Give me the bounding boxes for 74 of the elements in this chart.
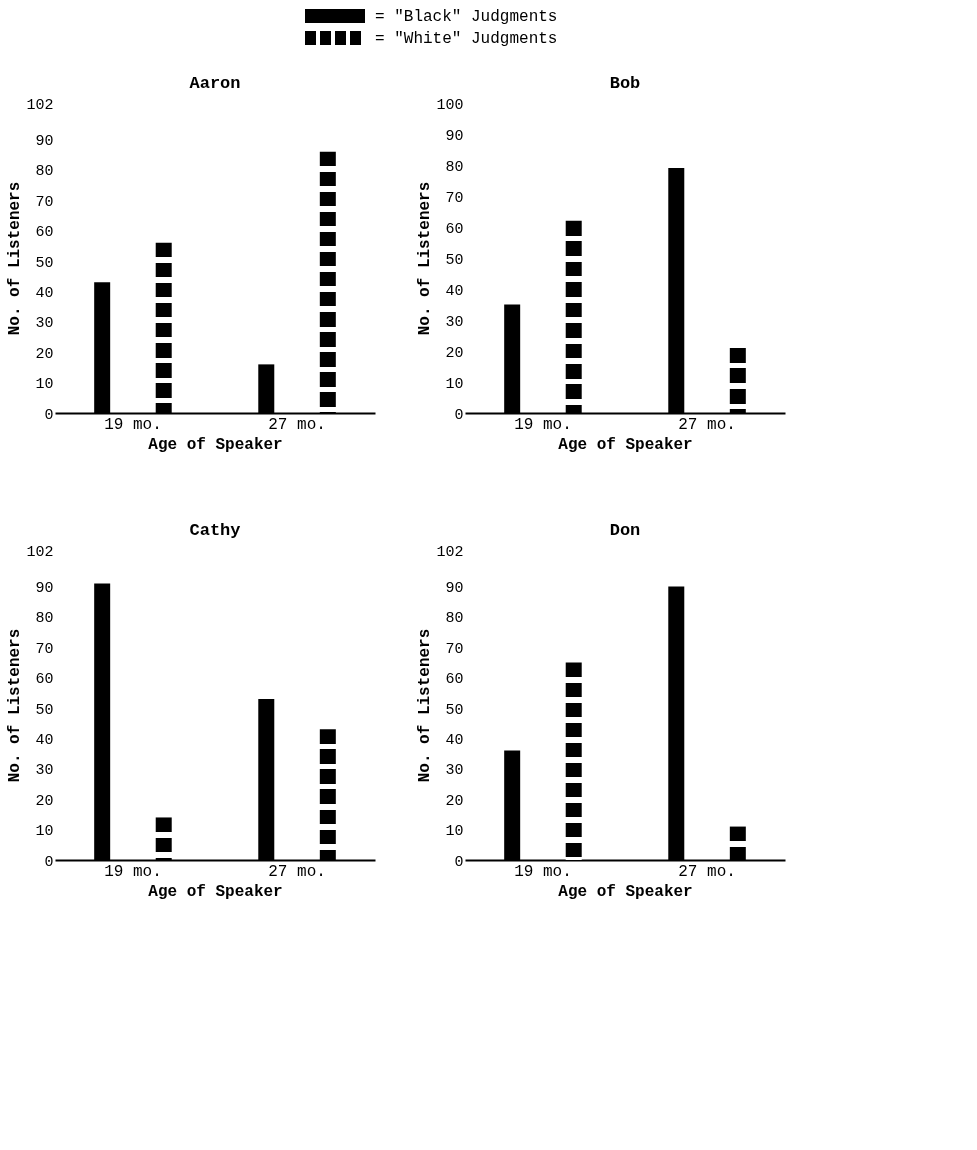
y-tick-label: 40 (445, 282, 464, 300)
y-tick-label: 80 (445, 610, 464, 628)
y-tick-label: 60 (35, 224, 54, 242)
y-tick-label: 0 (454, 406, 464, 424)
y-tick-label: 10 (445, 823, 464, 841)
y-tick-label: 90 (445, 579, 464, 597)
y-axis-title: No. of Listeners (6, 628, 25, 783)
x-axis-title: Age of Speaker (148, 882, 283, 901)
bar (319, 729, 336, 860)
x-tick-label: 27 mo. (678, 415, 736, 434)
y-tick-label: 10 (35, 376, 54, 394)
y-tick-label: 70 (35, 640, 54, 658)
y-tick-label: 30 (445, 762, 464, 780)
y-tick-label: 50 (445, 251, 464, 269)
y-tick-label: 60 (445, 220, 464, 238)
x-tick-label: 19 mo. (514, 862, 572, 881)
x-tick-label: 27 mo. (678, 862, 736, 881)
bar (319, 151, 336, 413)
y-tick-label: 70 (35, 193, 54, 211)
y-tick-label: 102 (26, 543, 54, 561)
y-tick-label: 50 (445, 701, 464, 719)
x-axis-title: Age of Speaker (558, 435, 693, 454)
bar (729, 826, 746, 860)
y-tick-label: 90 (35, 579, 54, 597)
y-tick-label: 20 (445, 344, 464, 362)
y-tick-label: 90 (35, 132, 54, 150)
y-tick-label: 80 (445, 158, 464, 176)
y-tick-label: 10 (445, 375, 464, 393)
y-tick-label: 60 (445, 671, 464, 689)
y-tick-label: 100 (436, 96, 464, 114)
y-tick-label: 60 (35, 671, 54, 689)
x-tick-label: 19 mo. (514, 415, 572, 434)
y-tick-label: 50 (35, 254, 54, 272)
y-axis-title: No. of Listeners (416, 628, 435, 783)
y-tick-label: 20 (35, 792, 54, 810)
y-tick-label: 0 (454, 853, 464, 871)
bar (565, 220, 582, 413)
y-tick-label: 30 (35, 315, 54, 333)
bar (155, 242, 172, 413)
y-tick-label: 0 (44, 853, 54, 871)
bar (729, 347, 746, 413)
y-tick-label: 102 (436, 543, 464, 561)
y-axis-title: No. of Listeners (6, 181, 25, 336)
x-tick-label: 27 mo. (268, 862, 326, 881)
x-tick-label: 19 mo. (104, 415, 162, 434)
chart-title: Aaron (189, 74, 241, 93)
y-tick-label: 80 (35, 163, 54, 181)
legend-label: = "Black" Judgments (375, 8, 558, 26)
chart-title: Don (609, 521, 641, 540)
chart-title: Bob (609, 74, 641, 93)
y-tick-label: 30 (445, 313, 464, 331)
y-tick-label: 30 (35, 762, 54, 780)
x-axis-title: Age of Speaker (558, 882, 693, 901)
bar (565, 662, 582, 860)
y-tick-label: 102 (26, 96, 54, 114)
y-tick-label: 50 (35, 701, 54, 719)
y-tick-label: 0 (44, 406, 54, 424)
y-tick-label: 10 (35, 823, 54, 841)
y-tick-label: 70 (445, 640, 464, 658)
x-tick-label: 19 mo. (104, 862, 162, 881)
bar (155, 817, 172, 860)
y-tick-label: 70 (445, 189, 464, 207)
y-tick-label: 20 (35, 345, 54, 363)
y-tick-label: 80 (35, 610, 54, 628)
x-tick-label: 27 mo. (268, 415, 326, 434)
y-tick-label: 40 (445, 731, 464, 749)
y-tick-label: 40 (35, 731, 54, 749)
x-axis-title: Age of Speaker (148, 435, 283, 454)
chart-title: Cathy (189, 521, 241, 540)
y-tick-label: 90 (445, 127, 464, 145)
y-tick-label: 20 (445, 792, 464, 810)
legend-label: = "White" Judgments (375, 30, 558, 48)
y-axis-title: No. of Listeners (416, 181, 435, 336)
y-tick-label: 40 (35, 284, 54, 302)
